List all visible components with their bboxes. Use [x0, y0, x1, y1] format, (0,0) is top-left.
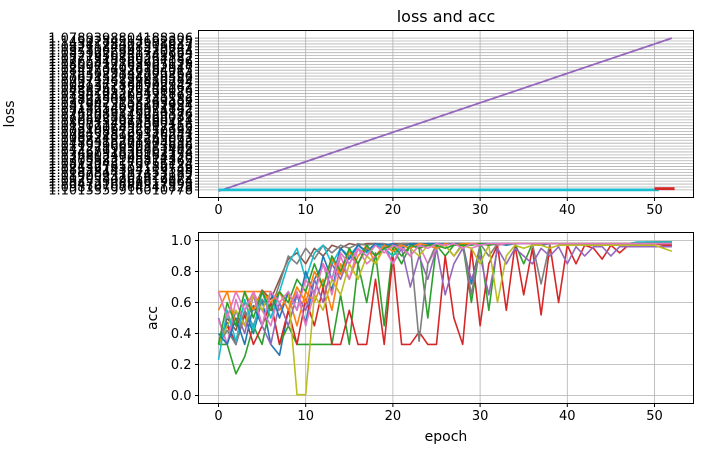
acc-y-axis-label: acc — [145, 306, 161, 330]
x-tick-label: 10 — [297, 203, 314, 218]
acc-series-line — [217, 242, 672, 346]
y-tick-label: 1.0777319850264187 — [48, 52, 193, 67]
y-tick-label: 1.1321956280341925 — [48, 49, 193, 64]
y-tick-label: 1.1243276559182736 — [48, 160, 193, 175]
y-tick-label: 1.1434178402501937 — [48, 37, 193, 52]
y-tick-label: 1.1262083149250376 — [48, 108, 193, 123]
y-tick-label: 1.0853914304119548 — [48, 163, 193, 178]
y-tick-label: 1.0743916278054192 — [48, 105, 193, 120]
y-tick-label: 1.1374029158263407 — [48, 96, 193, 111]
y-tick-label: 1.0719296090313686 — [48, 140, 193, 155]
x-tick-label: 50 — [646, 203, 663, 218]
x-tick-label: 30 — [472, 203, 489, 218]
y-tick-label: 1.1187344117453185 — [48, 166, 193, 181]
y-tick-label: 1.0890023707427162 — [48, 169, 193, 184]
y-tick-label: 1.0829361750248163 — [48, 81, 193, 96]
x-tick-label: 30 — [472, 409, 489, 424]
figure-title: loss and acc — [397, 7, 496, 26]
y-tick-label: 1.1318254036971842 — [48, 102, 193, 117]
y-tick-label: 1.1305982140871265 — [48, 154, 193, 169]
x-tick-label: 0 — [214, 203, 222, 218]
y-tick-label: 1.0789398804188306 — [48, 32, 193, 47]
y-tick-label: 1.0807134962580413 — [48, 116, 193, 131]
y-tick-label: 1.0765132084729356 — [48, 70, 193, 85]
y-tick-label: 1.1368054920163258 — [48, 148, 193, 163]
y-tick-label: 1.0981070764541828 — [48, 180, 193, 195]
y-tick-label: 1.1153629147805263 — [48, 67, 193, 82]
x-tick-label: 40 — [559, 203, 576, 218]
y-tick-label: 0.6 — [171, 296, 192, 311]
y-tick-label: 1.0797245138620754 — [48, 75, 193, 90]
y-tick-label: 1.1265840169257036 — [48, 55, 193, 70]
y-tick-label: 0.2 — [171, 358, 192, 373]
x-tick-label: 0 — [214, 409, 222, 424]
y-tick-label: 1.1120584201812872 — [48, 172, 193, 187]
loss-series-line — [218, 37, 673, 192]
y-tick-label: 1.0746291836502174 — [48, 145, 193, 160]
y-tick-label: 1.0841507926384015 — [48, 64, 193, 79]
y-tick-label: 1.0775028341965087 — [48, 110, 193, 125]
y-tick-label: 1.1430184260735192 — [48, 90, 193, 105]
y-tick-label: 0.8 — [171, 265, 192, 280]
y-tick-label: 1.1422719350861482 — [48, 143, 193, 158]
y-tick-label: 1.0821134028519642 — [48, 40, 193, 55]
y-tick-label: 1.1047216698917393 — [48, 178, 193, 193]
y-tick-label: 1.0853226941730864 — [48, 46, 193, 61]
y-tick-label: 1.0798413268745092 — [48, 134, 193, 149]
acc-series-line — [217, 242, 672, 327]
y-tick-label: 0.0 — [171, 389, 192, 404]
y-tick-label: 1.1041372861502947 — [48, 78, 193, 93]
y-tick-label: 1.1480356271904835 — [48, 137, 193, 152]
y-tick-label: 1.1094083726150934 — [48, 125, 193, 140]
y-tick-label: 1.1378062391420753 — [48, 43, 193, 58]
x-tick-label: 10 — [297, 409, 314, 424]
y-tick-label: 1.0925330968819864 — [48, 175, 193, 190]
y-tick-label: 1.0809412763905128 — [48, 58, 193, 73]
y-tick-label: 1.0 — [171, 234, 192, 249]
axes-spines — [198, 232, 694, 404]
y-tick-label: 1.1490284513692825 — [48, 35, 193, 50]
y-tick-label: 1.1486245370158026 — [48, 84, 193, 99]
x-tick-label: 20 — [385, 409, 402, 424]
acc-subplot: 0 10 20 30 40 50 0.0 0.2 0.4 0.6 0.8 1.0 — [171, 232, 694, 424]
y-tick-label: 1.0786250917340586 — [48, 93, 193, 108]
epoch-x-axis-label: epoch — [425, 429, 468, 445]
y-tick-label: 1.1206452918360724 — [48, 113, 193, 128]
y-tick-label: 1.1037240981265073 — [48, 131, 193, 146]
y-tick-label: 1.0731906452817365 — [48, 122, 193, 137]
y-tick-label: 1.1097458236910582 — [48, 72, 193, 87]
y-tick-label: 1.0819473605182934 — [48, 99, 193, 114]
loss-y-axis-label: loss — [2, 100, 18, 127]
y-tick-label: 1.1150217834092156 — [48, 119, 193, 134]
y-tick-label: 1.0778123905514370 — [48, 151, 193, 166]
y-tick-label: 0.4 — [171, 327, 192, 342]
y-tick-label: 1.1013359916010778 — [48, 183, 193, 198]
y-tick-label: 1.0812045170756124 — [48, 157, 193, 172]
loss-subplot: 0 10 20 30 40 50 1.10133599160107781.098107076… — [48, 30, 694, 218]
x-tick-label: 20 — [385, 203, 402, 218]
y-tick-label: 1.1209734058162947 — [48, 61, 193, 76]
x-tick-label: 40 — [559, 409, 576, 424]
y-tick-label: 1.0754108263491875 — [48, 87, 193, 102]
y-tick-label: 1.0764528109376241 — [48, 128, 193, 143]
x-tick-label: 50 — [646, 409, 663, 424]
